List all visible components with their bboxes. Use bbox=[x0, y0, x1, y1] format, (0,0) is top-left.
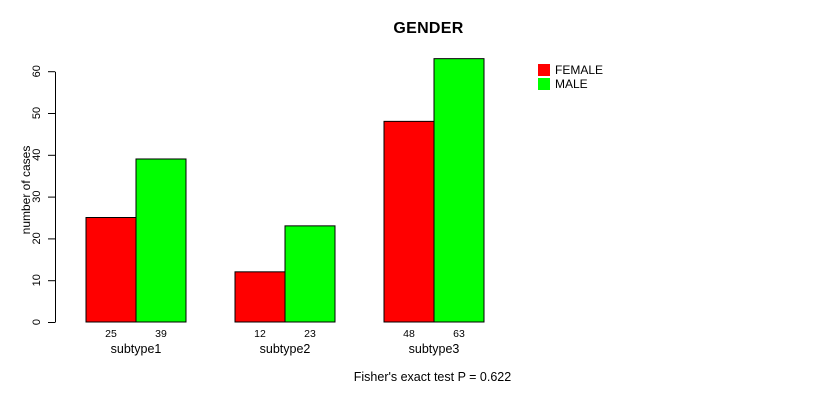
y-tick-label: 0 bbox=[31, 319, 43, 325]
legend-item: MALE bbox=[538, 78, 603, 90]
category-label: subtype2 bbox=[260, 342, 311, 356]
category-label: subtype3 bbox=[409, 342, 460, 356]
legend-swatch-icon bbox=[538, 64, 550, 76]
y-tick-label: 50 bbox=[31, 107, 43, 119]
category-label: subtype1 bbox=[111, 342, 162, 356]
bar-male-subtype3 bbox=[433, 58, 485, 323]
bar-value-label: 25 bbox=[105, 328, 117, 340]
bar-female-subtype1 bbox=[85, 217, 137, 323]
y-tick-label: 30 bbox=[31, 190, 43, 202]
y-tick-label: 60 bbox=[31, 65, 43, 77]
bar-value-label: 63 bbox=[453, 328, 465, 340]
bar-male-subtype2 bbox=[284, 225, 336, 323]
legend-item: FEMALE bbox=[538, 64, 603, 76]
bar-value-label: 23 bbox=[304, 328, 316, 340]
bar-value-label: 12 bbox=[254, 328, 266, 340]
legend-swatch-icon bbox=[538, 78, 550, 90]
y-tick-label: 10 bbox=[31, 274, 43, 286]
bar-value-label: 48 bbox=[403, 328, 415, 340]
bar-female-subtype3 bbox=[383, 120, 435, 323]
bar-female-subtype2 bbox=[234, 271, 286, 323]
legend-label: FEMALE bbox=[555, 63, 604, 77]
legend-label: MALE bbox=[555, 77, 588, 91]
y-tick-label: 40 bbox=[31, 149, 43, 161]
y-axis-title: number of cases bbox=[19, 146, 33, 235]
y-tick-label: 20 bbox=[31, 232, 43, 244]
bar-value-label: 39 bbox=[155, 328, 167, 340]
bar-male-subtype1 bbox=[135, 158, 187, 323]
annotation-text: Fisher's exact test P = 0.622 bbox=[353, 370, 512, 384]
legend: FEMALE MALE bbox=[538, 64, 603, 90]
chart-title: GENDER bbox=[393, 20, 464, 37]
